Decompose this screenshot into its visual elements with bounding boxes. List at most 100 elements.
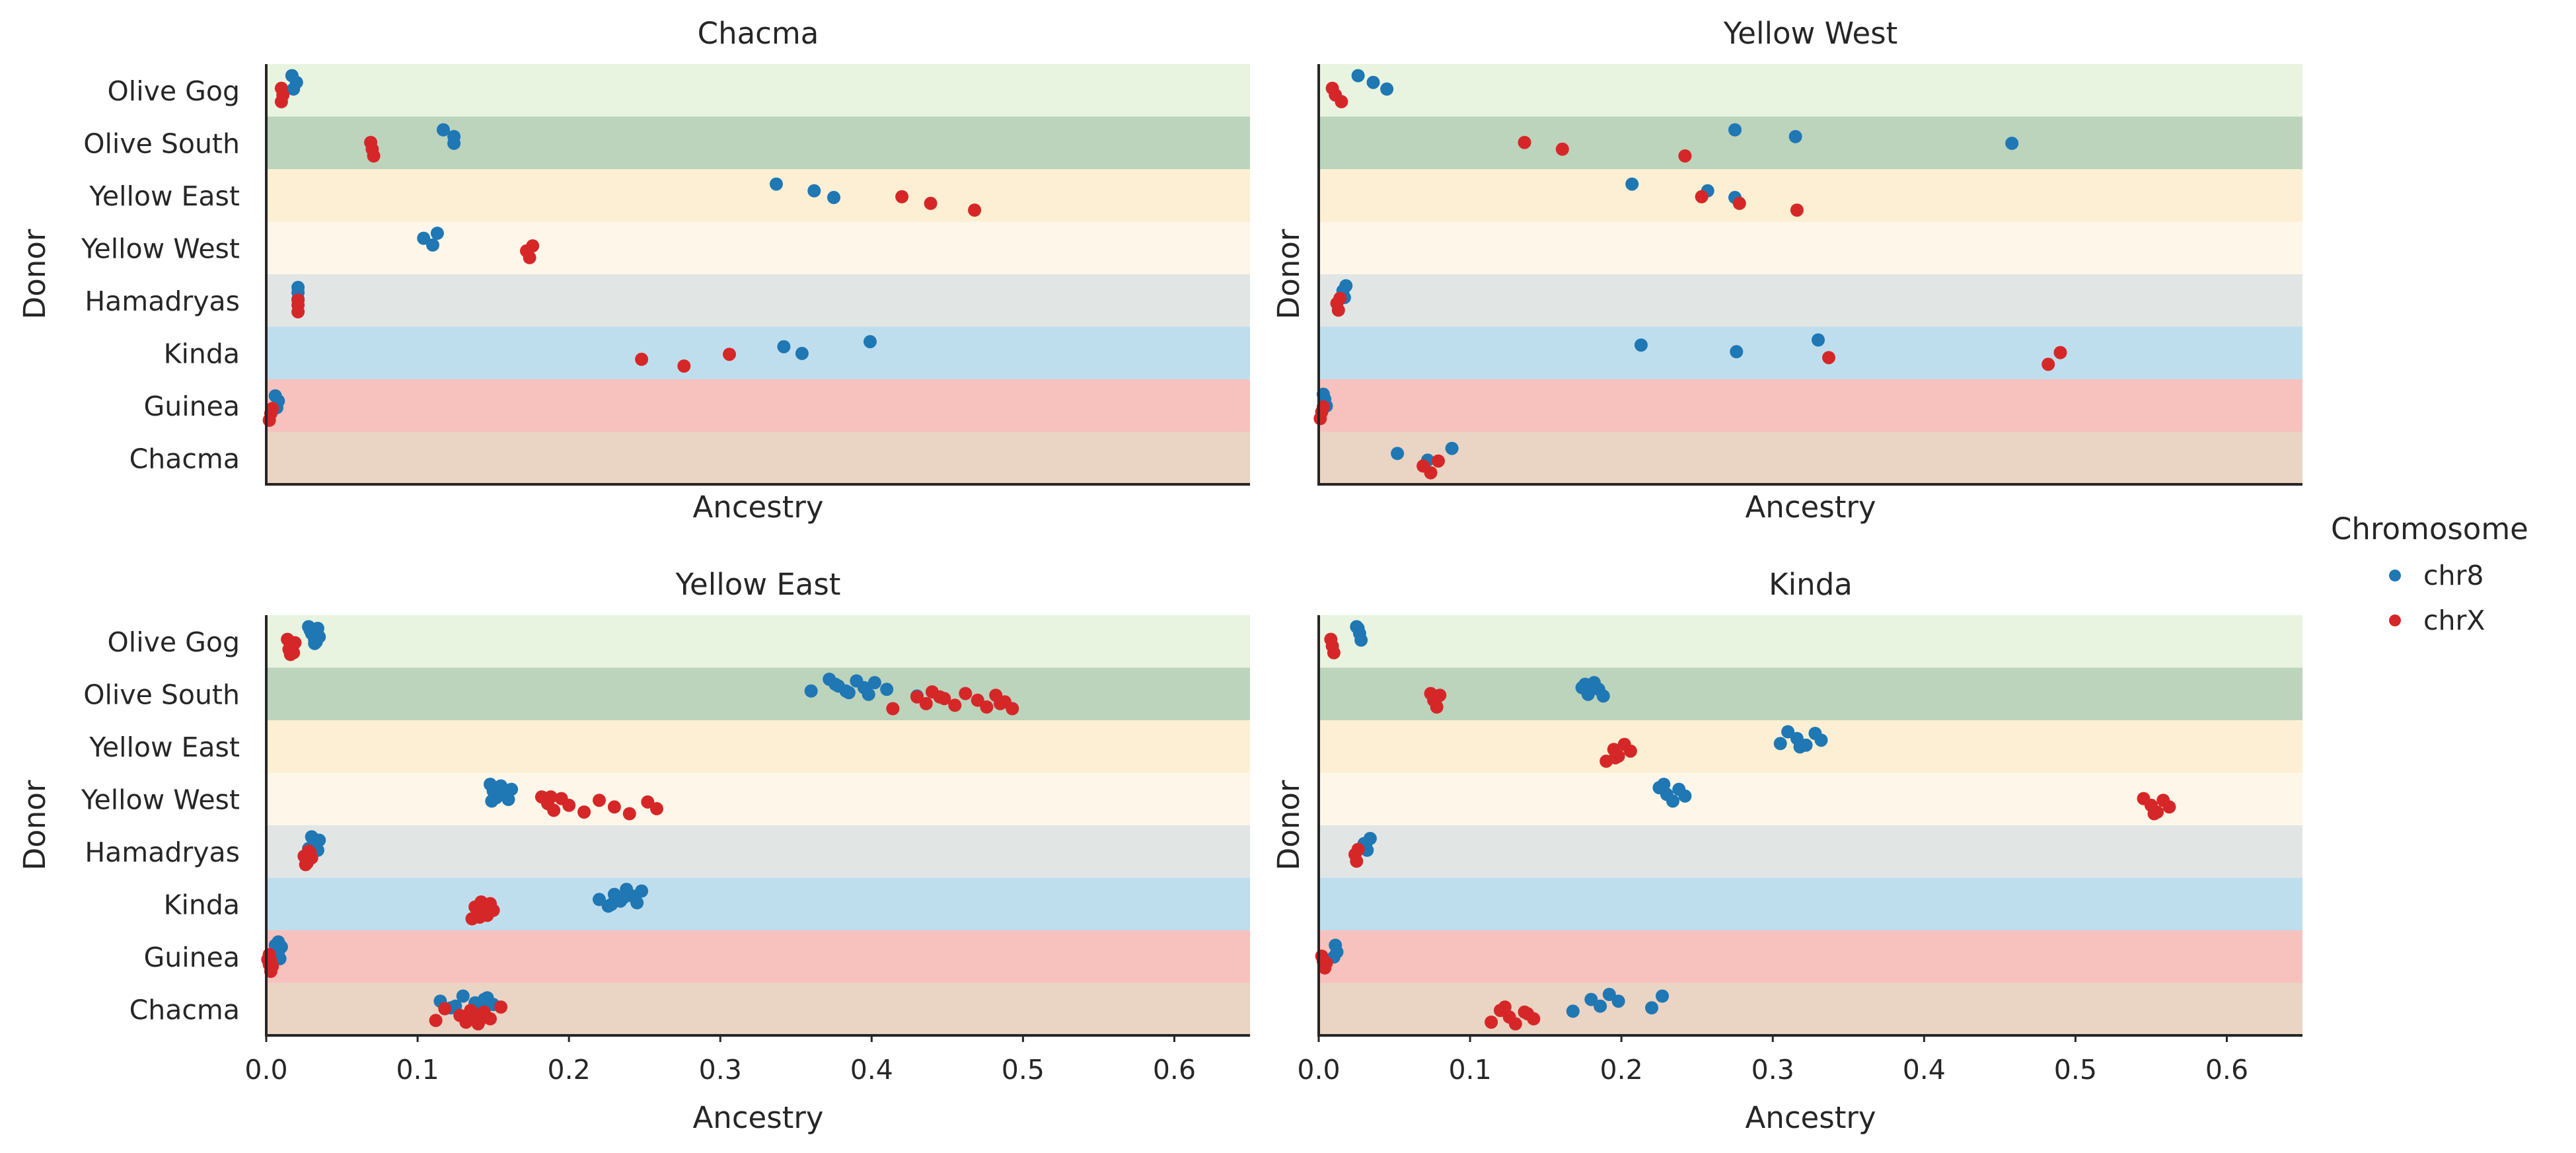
data-point-chrx	[677, 359, 691, 373]
data-point-chr8	[839, 684, 853, 698]
data-point-chr8	[827, 190, 840, 204]
band-olive-gog	[266, 64, 1250, 117]
data-point-chrx	[1508, 1017, 1522, 1031]
data-point-chrx	[291, 305, 305, 318]
band-olive-south	[266, 116, 1250, 169]
band-yellow-east	[266, 720, 1250, 773]
data-point-chrx	[1609, 751, 1622, 764]
data-point-chr8	[1584, 992, 1598, 1006]
data-point-chr8	[305, 625, 318, 639]
data-point-chrx	[438, 1002, 452, 1016]
data-point-chr8	[1366, 75, 1380, 89]
y-tick-label: Guinea	[144, 391, 240, 422]
data-point-chrx	[1822, 351, 1835, 365]
data-point-chr8	[1339, 279, 1353, 293]
data-point-chrx	[562, 798, 576, 812]
y-tick-label: Hamadryas	[85, 285, 240, 317]
data-point-chr8	[1812, 333, 1825, 347]
data-point-chrx	[1732, 196, 1746, 210]
data-point-chrx	[494, 1000, 508, 1014]
data-point-chr8	[2005, 136, 2019, 150]
x-tick-label: 0.6	[1153, 1054, 1196, 1086]
band-yellow-west	[266, 772, 1250, 825]
data-point-chrx	[1335, 94, 1348, 108]
data-point-chrx	[933, 690, 947, 704]
data-point-chrx	[1313, 412, 1327, 426]
data-point-chrx	[723, 348, 736, 361]
panel-yellow-west: Yellow West Donor Ancestry	[1271, 16, 2302, 525]
x-tick-label: 0.2	[1600, 1054, 1643, 1086]
band-chacma	[1319, 983, 2302, 1035]
y-tick-label: Kinda	[164, 338, 240, 369]
band-yellow-west	[266, 221, 1250, 274]
x-tick-label: 0.4	[850, 1054, 893, 1086]
legend-marker-chrx	[2389, 614, 2401, 626]
data-point-chr8	[308, 636, 322, 650]
y-tick-label: Yellow West	[81, 233, 240, 264]
data-point-chrx	[1327, 646, 1341, 659]
data-point-chrx	[291, 293, 305, 307]
data-point-chrx	[607, 800, 621, 814]
data-point-chrx	[593, 794, 606, 807]
data-point-chr8	[1351, 622, 1365, 635]
data-point-chr8	[1728, 123, 1742, 137]
band-hamadryas	[1319, 825, 2302, 878]
data-point-chr8	[635, 884, 649, 898]
data-point-chrx	[1521, 1007, 1535, 1021]
data-point-chr8	[437, 123, 450, 137]
y-tick-label: Yellow East	[89, 731, 240, 763]
y-tick-label: Kinda	[164, 889, 240, 920]
band-olive-gog	[266, 615, 1250, 668]
data-point-chr8	[880, 683, 894, 696]
data-point-chrx	[429, 1014, 443, 1027]
band-guinea	[266, 379, 1250, 432]
legend-marker-chr8	[2389, 570, 2401, 581]
data-point-chr8	[777, 340, 791, 353]
data-point-chrx	[274, 94, 288, 108]
y-axis-label: Donor	[1271, 780, 1306, 870]
data-point-chrx	[994, 696, 1007, 710]
data-point-chr8	[1354, 633, 1368, 647]
data-point-chr8	[1657, 778, 1671, 791]
data-point-chrx	[2147, 807, 2161, 821]
data-point-chrx	[1790, 204, 1804, 217]
series-chr8	[1327, 620, 1828, 1018]
data-point-chrx	[1695, 190, 1709, 204]
data-point-chr8	[770, 177, 783, 191]
panel-title: Yellow East	[675, 567, 841, 602]
data-point-chrx	[282, 642, 296, 656]
x-tick-label: 0.5	[1002, 1054, 1045, 1086]
data-point-chr8	[505, 782, 519, 796]
data-point-chrx	[1623, 744, 1637, 758]
data-point-chrx	[1428, 695, 1442, 709]
data-point-chrx	[1331, 303, 1345, 317]
data-point-chr8	[291, 281, 305, 294]
band-yellow-east	[266, 169, 1250, 222]
data-point-chr8	[417, 231, 431, 245]
data-point-chr8	[804, 684, 818, 698]
x-tick-label: 0.0	[1297, 1054, 1340, 1086]
band-olive-south	[266, 667, 1250, 720]
data-point-chrx	[367, 149, 381, 163]
data-point-chr8	[1634, 338, 1648, 352]
data-point-chr8	[1656, 989, 1669, 1003]
panel-title: Chacma	[698, 16, 819, 51]
band-yellow-east	[1319, 169, 2302, 222]
data-point-chr8	[477, 992, 491, 1006]
data-point-chrx	[484, 1012, 497, 1025]
panel-title: Yellow West	[1723, 16, 1897, 51]
data-point-chr8	[287, 82, 301, 96]
data-point-chr8	[862, 687, 875, 701]
data-point-chr8	[1581, 687, 1595, 701]
data-point-chr8	[616, 891, 630, 905]
data-point-chrx	[2162, 800, 2176, 814]
data-point-chrx	[547, 803, 561, 817]
series-chrx	[262, 81, 982, 427]
data-point-chrx	[971, 693, 984, 707]
data-point-chrx	[544, 790, 558, 804]
data-point-chrx	[622, 807, 636, 821]
data-point-chr8	[1788, 130, 1802, 143]
band-olive-gog	[1319, 615, 2302, 668]
data-point-chrx	[924, 196, 938, 210]
